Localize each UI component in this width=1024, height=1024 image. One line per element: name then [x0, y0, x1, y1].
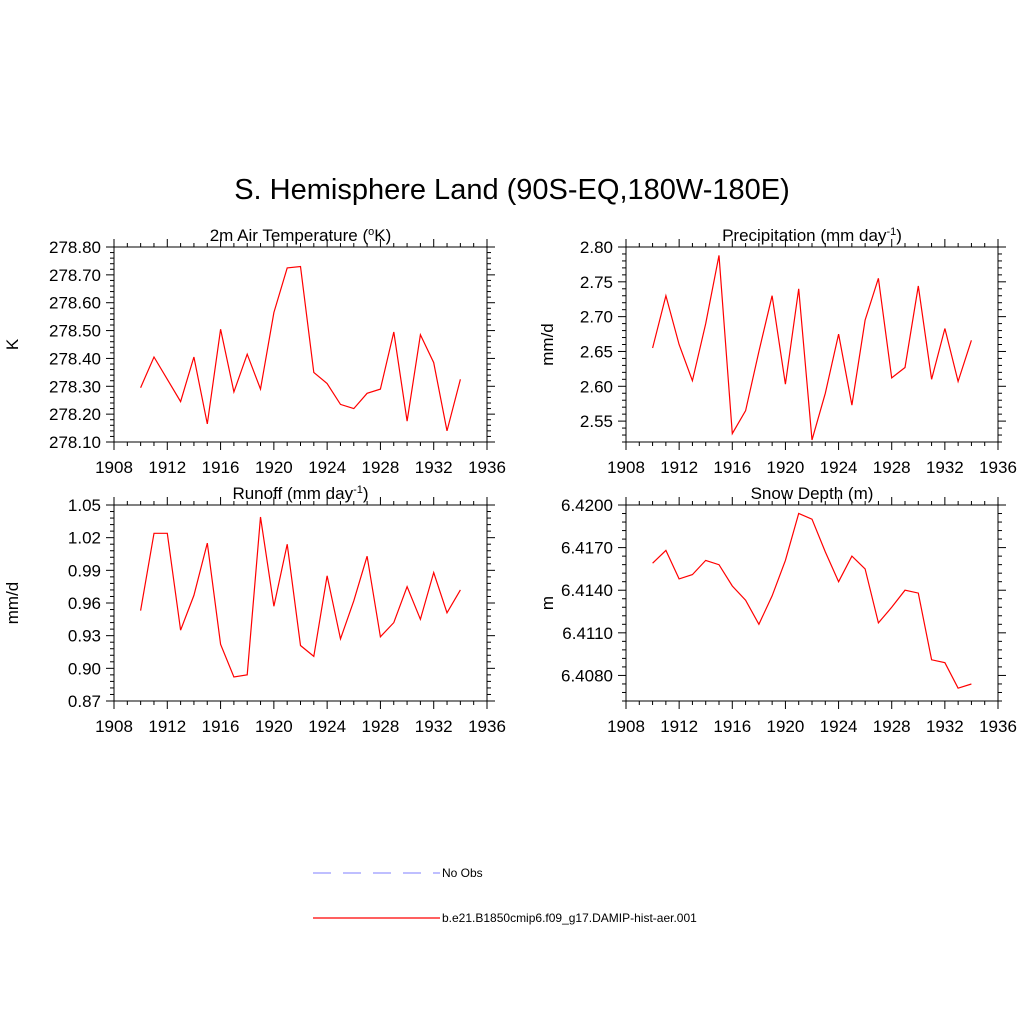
y-tick-label: 278.70: [49, 266, 101, 285]
y-tick-label: 2.60: [580, 377, 613, 396]
y-tick-label: 0.93: [68, 627, 101, 646]
y-tick-label: 1.02: [68, 529, 101, 548]
y-tick-label: 6.4110: [562, 624, 613, 643]
y-tick-label: 278.80: [49, 238, 101, 257]
x-tick-label: 1920: [255, 717, 293, 736]
y-axis-label: mm/d: [538, 323, 557, 366]
y-tick-label: 278.50: [49, 322, 101, 341]
x-tick-label: 1932: [415, 717, 453, 736]
x-tick-label: 1936: [468, 458, 506, 477]
y-tick-label: 278.20: [49, 405, 101, 424]
x-tick-label: 1924: [820, 458, 858, 477]
y-tick-label: 1.05: [68, 496, 101, 515]
x-tick-label: 1924: [308, 458, 346, 477]
series-line: [652, 255, 972, 441]
series-line: [140, 516, 461, 678]
plot-frame: [625, 504, 999, 702]
x-tick-label: 1932: [415, 458, 453, 477]
y-tick-label: 0.96: [68, 594, 101, 613]
x-tick-label: 1916: [202, 458, 240, 477]
y-tick-label: 278.60: [49, 294, 101, 313]
x-tick-label: 1916: [713, 717, 751, 736]
x-tick-label: 1936: [979, 717, 1017, 736]
x-tick-label: 1912: [148, 458, 186, 477]
y-tick-label: 278.30: [49, 377, 101, 396]
x-tick-label: 1908: [95, 717, 133, 736]
x-tick-label: 1920: [767, 717, 805, 736]
y-tick-label: 2.70: [580, 308, 613, 327]
y-tick-label: 0.90: [68, 659, 101, 678]
y-tick-label: 6.4080: [561, 666, 613, 685]
legend-label: No Obs: [442, 866, 483, 880]
panel-title: 2m Air Temperature (oK): [210, 226, 392, 245]
x-tick-label: 1912: [660, 458, 698, 477]
chart-panel-runoff: 1908 1912 1916 1920 1924 1928 1932 1936 0.87 0.90…: [3, 484, 506, 736]
legend-label: b.e21.B1850cmip6.f09_g17.DAMIP-hist-aer.…: [442, 911, 697, 925]
plot-frame: [625, 246, 999, 443]
x-tick-label: 1928: [362, 717, 400, 736]
x-tick-label: 1920: [767, 458, 805, 477]
y-tick-label: 2.75: [580, 273, 613, 292]
panel-title: Precipitation (mm day-1): [722, 226, 902, 245]
panel-title: Snow Depth (m): [751, 484, 874, 503]
x-tick-label: 1908: [95, 458, 133, 477]
legend: No Obs b.e21.B1850cmip6.f09_g17.DAMIP-his…: [313, 866, 697, 925]
x-tick-label: 1912: [148, 717, 186, 736]
plot-frame: [113, 246, 488, 443]
y-tick-label: 278.10: [49, 433, 101, 452]
x-tick-label: 1912: [660, 717, 698, 736]
x-tick-label: 1936: [468, 717, 506, 736]
x-tick-label: 1924: [820, 717, 858, 736]
chart-panel-temperature: 1908 1912 1916 1920 1924 1928 1932 1936 278.10 27…: [3, 226, 506, 477]
chart-panel-snow-depth: 1908 1912 1916 1920 1924 1928 1932 1936 6.4080 6.…: [538, 484, 1017, 736]
page-title: S. Hemisphere Land (90S-EQ,180W-180E): [234, 174, 790, 206]
y-tick-label: 6.4140: [561, 581, 613, 600]
x-tick-label: 1908: [607, 458, 645, 477]
series-line: [140, 265, 461, 432]
plot-frame: [113, 504, 488, 702]
y-tick-label: 278.40: [49, 349, 101, 368]
y-axis-label: mm/d: [3, 582, 22, 625]
y-tick-label: 6.4200: [561, 496, 613, 515]
x-tick-label: 1932: [926, 458, 964, 477]
y-axis-label: K: [3, 338, 22, 350]
x-tick-label: 1936: [979, 458, 1017, 477]
x-tick-label: 1908: [607, 717, 645, 736]
x-tick-label: 1916: [202, 717, 240, 736]
y-tick-label: 2.65: [580, 342, 613, 361]
y-tick-label: 0.99: [68, 561, 101, 580]
panel-title: Runoff (mm day-1): [232, 484, 368, 503]
series-line: [652, 512, 972, 689]
y-tick-label: 2.55: [580, 412, 613, 431]
x-tick-label: 1916: [713, 458, 751, 477]
y-axis-label: m: [538, 596, 557, 610]
x-tick-label: 1928: [362, 458, 400, 477]
y-tick-label: 2.80: [580, 238, 613, 257]
x-tick-label: 1928: [873, 458, 911, 477]
x-tick-label: 1920: [255, 458, 293, 477]
x-tick-label: 1928: [873, 717, 911, 736]
y-tick-label: 6.4170: [561, 539, 613, 558]
chart-panel-precipitation: 1908 1912 1916 1920 1924 1928 1932 1936 2.55 2.60…: [538, 226, 1017, 477]
x-tick-label: 1932: [926, 717, 964, 736]
x-tick-label: 1924: [308, 717, 346, 736]
y-tick-label: 0.87: [68, 692, 101, 711]
